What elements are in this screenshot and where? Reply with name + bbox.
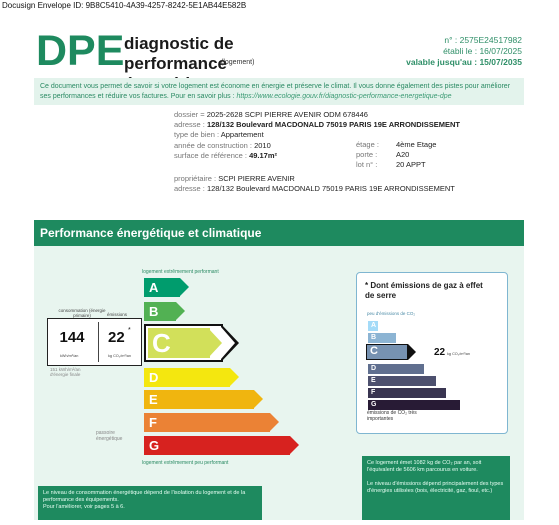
ges-class-e: E	[368, 376, 436, 386]
emissions-unit: kg CO₂/m²/an	[108, 354, 131, 358]
final-energy: 151 kWh/m²/an d'énergie finale	[50, 367, 81, 377]
ges-bottom-label: émissions de CO₂ très importantes	[367, 410, 417, 422]
energy-class-arrow	[176, 302, 185, 320]
surface-label: surface de référence :	[174, 150, 247, 160]
ges-value: 22	[434, 347, 446, 358]
intro-box: Ce document vous permet de savoir si vot…	[34, 78, 524, 105]
title-line-1: diagnostic de performance	[124, 34, 234, 73]
emissions-label: émissions	[107, 312, 128, 317]
consumption-divider	[98, 322, 99, 362]
energy-class-arrow	[270, 413, 279, 431]
year-value: 2010	[254, 140, 271, 150]
door-value: A20	[396, 150, 410, 160]
consumption-note: Le niveau de consommation énergétique dé…	[38, 486, 262, 520]
consumption-value: 144	[59, 329, 85, 346]
ges-class-a: A	[368, 321, 378, 331]
energy-class-e: E	[144, 390, 263, 409]
consumption-box	[47, 318, 142, 366]
dossier-value: 2025-2628 SCPI PIERRE AVENIR ODM 678446	[206, 110, 368, 119]
property-info: dossier = 2025-2628 SCPI PIERRE AVENIR O…	[174, 110, 534, 161]
energy-class-arrow	[254, 390, 263, 408]
consumption-note-line-1: Le niveau de consommation énergétique dé…	[43, 490, 246, 503]
energy-class-arrow	[180, 278, 189, 296]
performance-header: Performance énergétique et climatique	[34, 220, 524, 246]
document-subtitle: (logement)	[221, 59, 255, 66]
consumption-unit: kWh/m²/an	[60, 354, 79, 358]
surface-value: 49.17m²	[249, 150, 277, 160]
owner-address-value: 128/132 Boulevard MACDONALD 75019 PARIS …	[206, 184, 455, 194]
owner-label: propriétaire :	[174, 174, 217, 183]
consumption-note-line-2: Pour l'améliorer, voir pages 5 à 6.	[43, 504, 125, 510]
dossier-label: dossier =	[174, 110, 205, 119]
envelope-id: Docusign Envelope ID: 9B8C5410-4A39-4257…	[2, 1, 247, 10]
dpe-number: n° : 2575E24517982	[444, 35, 522, 45]
current-class-label: C	[148, 328, 210, 358]
ges-class-b: B	[368, 333, 396, 343]
intro-link[interactable]: https://www.ecologie.gouv.fr/diagnostic-…	[236, 92, 452, 100]
dpe-logo: DPE	[36, 27, 125, 75]
year-label: année de construction :	[174, 140, 252, 150]
established-date: établi le : 16/07/2025	[443, 46, 522, 56]
consumption-label: consommation (énergie primaire)	[58, 308, 106, 318]
ges-unit: kg CO₂/m²/an	[447, 352, 470, 356]
ges-title: * Dont émissions de gaz à effet de serre	[365, 281, 483, 300]
owner-value: SCPI PIERRE AVENIR	[218, 174, 295, 183]
emissions-note-p1: Ce logement émet 1082 kg de CO₂ par an, …	[367, 460, 482, 473]
type-value: Appartement	[220, 130, 264, 140]
energy-class-d: D	[144, 368, 239, 387]
lot-label: lot n° :	[356, 160, 378, 170]
energy-class-arrow	[290, 436, 299, 454]
ges-top-label: peu d'émissions de CO₂	[367, 311, 416, 316]
emissions-note: Ce logement émet 1082 kg de CO₂ par an, …	[362, 456, 510, 520]
intro-text: Ce document vous permet de savoir si vot…	[40, 83, 511, 100]
lot-value: 20 APPT	[396, 160, 426, 170]
ges-class-g: G	[368, 400, 460, 410]
current-class-frame-arrow-fill	[221, 327, 235, 359]
emissions-value: 22	[108, 329, 125, 346]
passoire-label: passoire énergétique	[96, 430, 123, 442]
floor-value: 4ème Etage	[396, 140, 437, 149]
property-location: étage : 4ème Etage porte : A20 lot n° : 20 …	[356, 140, 526, 171]
owner-address-label: adresse :	[174, 184, 205, 194]
energy-class-f: F	[144, 413, 279, 432]
current-class-arrow	[208, 328, 222, 358]
document-meta: n° : 2575E24517982 établi le : 16/07/202…	[406, 35, 522, 68]
floor-label: étage :	[356, 140, 379, 149]
emissions-star: *	[128, 327, 131, 334]
emissions-note-p2: Le niveau d'émissions dépend principalem…	[367, 481, 504, 494]
scale-top-label: logement extrêmement performant	[142, 269, 219, 275]
type-label: type de bien :	[174, 130, 220, 140]
owner-info: propriétaire : SCPI PIERRE AVENIR adress…	[174, 174, 534, 194]
energy-class-a: A	[144, 278, 189, 297]
scale-bottom-label: logement extrêmement peu performant	[142, 460, 229, 466]
ges-class-d: D	[368, 364, 424, 374]
valid-until: valable jusqu'au : 15/07/2035	[406, 57, 522, 67]
energy-class-g: G	[144, 436, 299, 455]
energy-class-b: B	[144, 302, 185, 321]
ges-class-f: F	[368, 388, 446, 398]
address-value: 128/132 Boulevard MACDONALD 75019 PARIS …	[206, 120, 460, 130]
door-label: porte :	[356, 150, 378, 160]
energy-class-arrow	[230, 368, 239, 386]
ges-class-c-current: C	[366, 343, 416, 360]
address-label: adresse :	[174, 120, 205, 130]
